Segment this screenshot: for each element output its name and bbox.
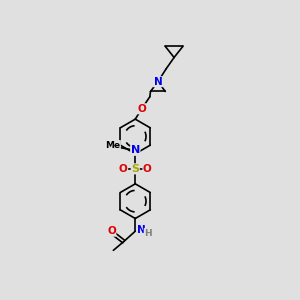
Text: N: N: [130, 145, 140, 155]
Text: O: O: [137, 104, 146, 114]
Text: Me: Me: [105, 140, 120, 149]
Text: H: H: [144, 229, 152, 238]
Text: N: N: [154, 77, 162, 87]
Text: S: S: [131, 164, 139, 174]
Text: O: O: [143, 164, 152, 174]
Text: O: O: [107, 226, 116, 236]
Text: O: O: [119, 164, 128, 174]
Text: N: N: [137, 225, 146, 235]
